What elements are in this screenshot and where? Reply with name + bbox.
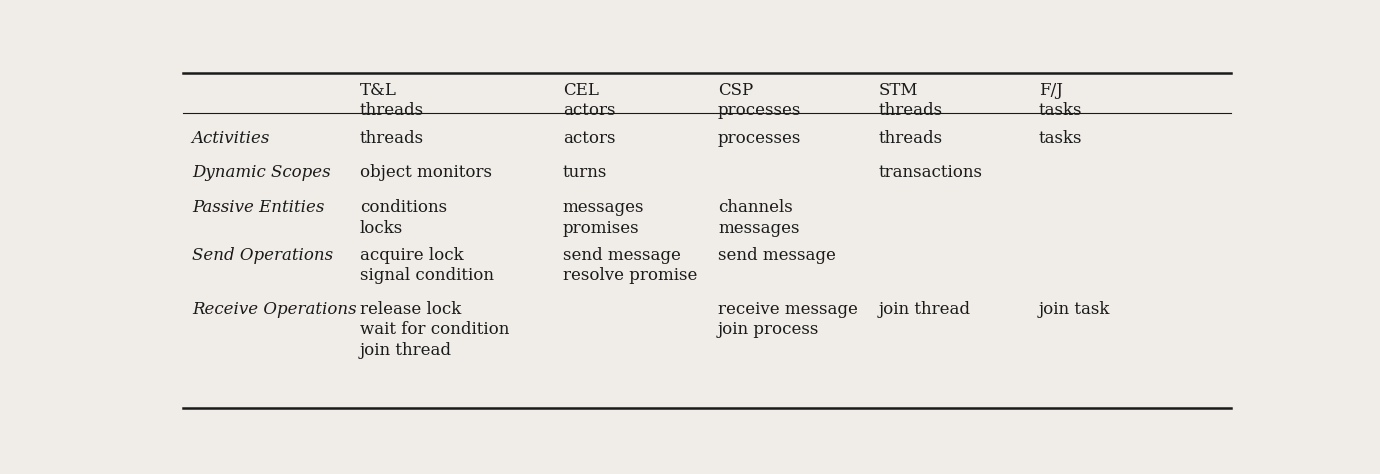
Text: join task: join task: [1039, 301, 1110, 318]
Text: STM: STM: [879, 82, 918, 100]
Text: threads: threads: [879, 102, 943, 119]
Text: promises: promises: [563, 220, 639, 237]
Text: turns: turns: [563, 164, 607, 181]
Text: join thread: join thread: [360, 342, 451, 359]
Text: join thread: join thread: [879, 301, 970, 318]
Text: conditions: conditions: [360, 199, 447, 216]
Text: processes: processes: [718, 102, 802, 119]
Text: receive message: receive message: [718, 301, 858, 318]
Text: Activities: Activities: [192, 130, 270, 147]
Text: acquire lock: acquire lock: [360, 246, 464, 264]
Text: CEL: CEL: [563, 82, 599, 100]
Text: tasks: tasks: [1039, 102, 1082, 119]
Text: channels: channels: [718, 199, 792, 216]
Text: object monitors: object monitors: [360, 164, 491, 181]
Text: release lock: release lock: [360, 301, 461, 318]
Text: threads: threads: [360, 130, 424, 147]
Text: tasks: tasks: [1039, 130, 1082, 147]
Text: actors: actors: [563, 102, 615, 119]
Text: messages: messages: [718, 220, 799, 237]
Text: resolve promise: resolve promise: [563, 267, 697, 284]
Text: CSP: CSP: [718, 82, 753, 100]
Text: send message: send message: [563, 246, 680, 264]
Text: processes: processes: [718, 130, 802, 147]
Text: messages: messages: [563, 199, 644, 216]
Text: threads: threads: [360, 102, 424, 119]
Text: transactions: transactions: [879, 164, 983, 181]
Text: F/J: F/J: [1039, 82, 1063, 100]
Text: actors: actors: [563, 130, 615, 147]
Text: wait for condition: wait for condition: [360, 321, 509, 338]
Text: signal condition: signal condition: [360, 267, 494, 284]
Text: locks: locks: [360, 220, 403, 237]
Text: Receive Operations: Receive Operations: [192, 301, 356, 318]
Text: Dynamic Scopes: Dynamic Scopes: [192, 164, 330, 181]
Text: join process: join process: [718, 321, 820, 338]
Text: T&L: T&L: [360, 82, 396, 100]
Text: send message: send message: [718, 246, 836, 264]
Text: Passive Entities: Passive Entities: [192, 199, 324, 216]
Text: threads: threads: [879, 130, 943, 147]
Text: Send Operations: Send Operations: [192, 246, 333, 264]
